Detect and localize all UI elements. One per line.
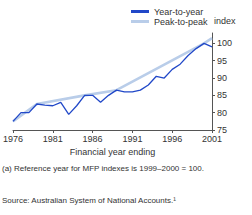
svg-text:Year-to-year: Year-to-year — [154, 7, 203, 17]
svg-text:75: 75 — [217, 125, 227, 135]
svg-text:(a) Reference year for MFP ind: (a) Reference year for MFP indexes is 19… — [2, 164, 204, 173]
svg-text:Source: Australian System of N: Source: Australian System of National Ac… — [2, 196, 176, 205]
svg-text:1996: 1996 — [162, 134, 182, 144]
svg-text:Financial year ending: Financial year ending — [70, 147, 156, 157]
svg-text:1986: 1986 — [83, 134, 103, 144]
svg-text:index: index — [214, 16, 236, 26]
svg-text:1981: 1981 — [43, 134, 63, 144]
svg-text:Peak-to-peak: Peak-to-peak — [154, 17, 208, 27]
svg-text:1991: 1991 — [122, 134, 142, 144]
svg-text:90: 90 — [217, 73, 227, 83]
svg-text:100: 100 — [217, 38, 232, 48]
svg-text:1976: 1976 — [3, 134, 23, 144]
svg-text:80: 80 — [217, 108, 227, 118]
svg-text:2001: 2001 — [202, 134, 222, 144]
svg-text:85: 85 — [217, 90, 227, 100]
svg-text:95: 95 — [217, 56, 227, 66]
